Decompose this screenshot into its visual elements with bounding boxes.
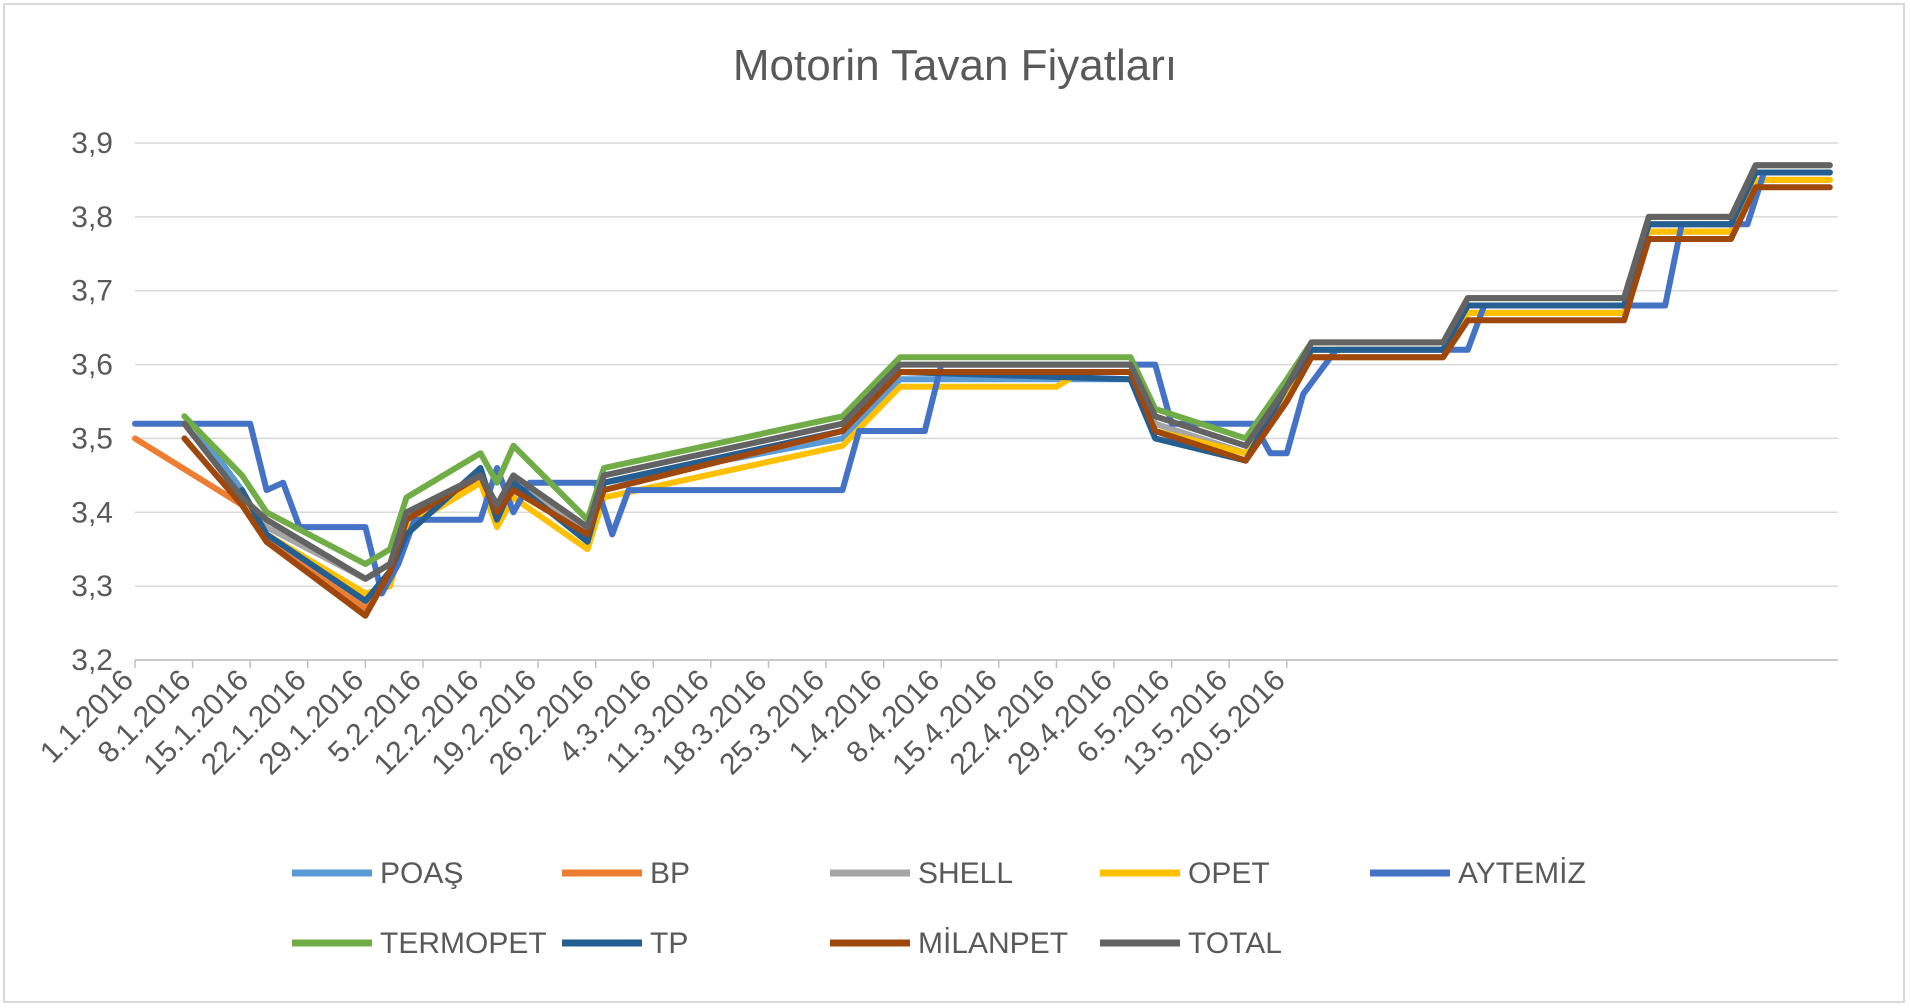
series-line — [132, 169, 1833, 597]
legend-label: TOTAL — [1188, 927, 1282, 960]
legend-label: SHELL — [918, 857, 1013, 890]
series-layer — [132, 162, 1833, 619]
y-tick-label: 3,3 — [71, 570, 113, 603]
legend-label: POAŞ — [380, 857, 463, 890]
legend: POAŞ BP SHELL OPET AYTEMİZ TERMOPET TP MİLANPET… — [292, 857, 1586, 960]
x-axis: 1.1.20168.1.201615.1.201622.1.201629.1.2… — [34, 659, 1838, 781]
legend-label: TP — [650, 927, 688, 960]
legend-label: BP — [650, 857, 690, 890]
legend-label: MİLANPET — [918, 927, 1068, 960]
y-tick-label: 3,2 — [71, 644, 113, 677]
y-tick-label: 3,5 — [71, 422, 113, 455]
chart-frame — [3, 3, 1905, 1003]
series-line — [181, 162, 1833, 582]
series-line — [181, 184, 1833, 619]
legend-label: OPET — [1188, 857, 1270, 890]
legend-label: AYTEMİZ — [1458, 857, 1586, 890]
chart-title: Motorin Tavan Fiyatları — [733, 41, 1177, 90]
series-line — [239, 176, 1833, 597]
y-tick-label: 3,9 — [71, 127, 113, 160]
y-axis: 3,2 3,3 3,4 3,5 3,6 3,7 3,8 3,9 — [71, 127, 113, 677]
legend-label: TERMOPET — [380, 927, 547, 960]
y-tick-label: 3,7 — [71, 275, 113, 308]
y-tick-label: 3,8 — [71, 201, 113, 234]
y-tick-label: 3,4 — [71, 496, 113, 529]
y-tick-label: 3,6 — [71, 349, 113, 382]
